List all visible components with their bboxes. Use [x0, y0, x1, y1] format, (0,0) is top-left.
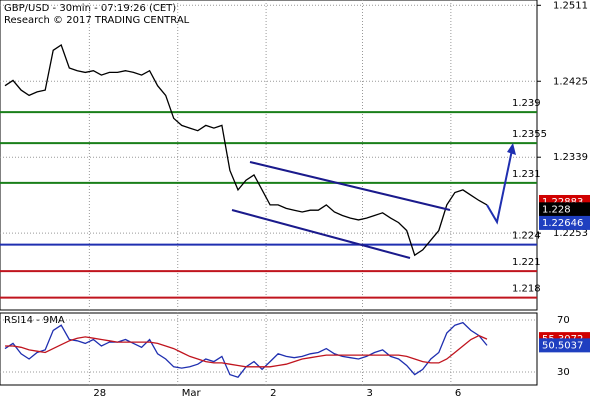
- price-panel: [0, 0, 538, 311]
- x-tick-label: 3: [367, 388, 373, 399]
- y-tick-label: 1.2339: [553, 152, 588, 163]
- price-tag-label: 50.5037: [542, 340, 583, 351]
- channel-bottom: [231, 209, 411, 259]
- price-tag: [539, 338, 590, 353]
- rsi-label: RSI14 - 9MA: [4, 315, 65, 326]
- price-line: [4, 43, 488, 257]
- y-tick-label: 1.2511: [553, 0, 588, 11]
- price-tag-label: 1.22646: [542, 218, 583, 229]
- price-tag: [539, 215, 590, 230]
- y-tick-label: 70: [557, 315, 570, 326]
- forecast-arrow: [486, 149, 513, 225]
- channel-top: [249, 161, 451, 211]
- rsi-line: [4, 321, 488, 378]
- level-label: 1.239: [512, 98, 541, 109]
- arrow-head: [507, 143, 516, 155]
- level-label: 1.224: [512, 231, 541, 242]
- rsi-line: [5, 334, 488, 368]
- level-label: 1.2355: [512, 129, 547, 140]
- level-label: 1.221: [512, 257, 541, 268]
- chart-subtitle: Research © 2017 TRADING CENTRAL: [4, 15, 190, 26]
- y-tick-label: 30: [557, 367, 570, 378]
- level-label: 1.231: [512, 169, 541, 180]
- price-tag: [539, 202, 590, 217]
- chart-title: GBP/USD - 30min - 07:19:26 (CET): [4, 3, 176, 14]
- price-tag-label: 1.228: [542, 204, 571, 215]
- y-tick-label: 1.2425: [553, 76, 588, 87]
- level-label: 1.218: [512, 284, 541, 295]
- x-tick-label: 28: [93, 388, 106, 399]
- rsi-panel: [0, 312, 538, 386]
- y-tick-label: 1.2253: [553, 228, 588, 239]
- x-tick-label: 6: [455, 388, 461, 399]
- x-tick-label: Mar: [182, 388, 202, 399]
- x-tick-label: 2: [270, 388, 276, 399]
